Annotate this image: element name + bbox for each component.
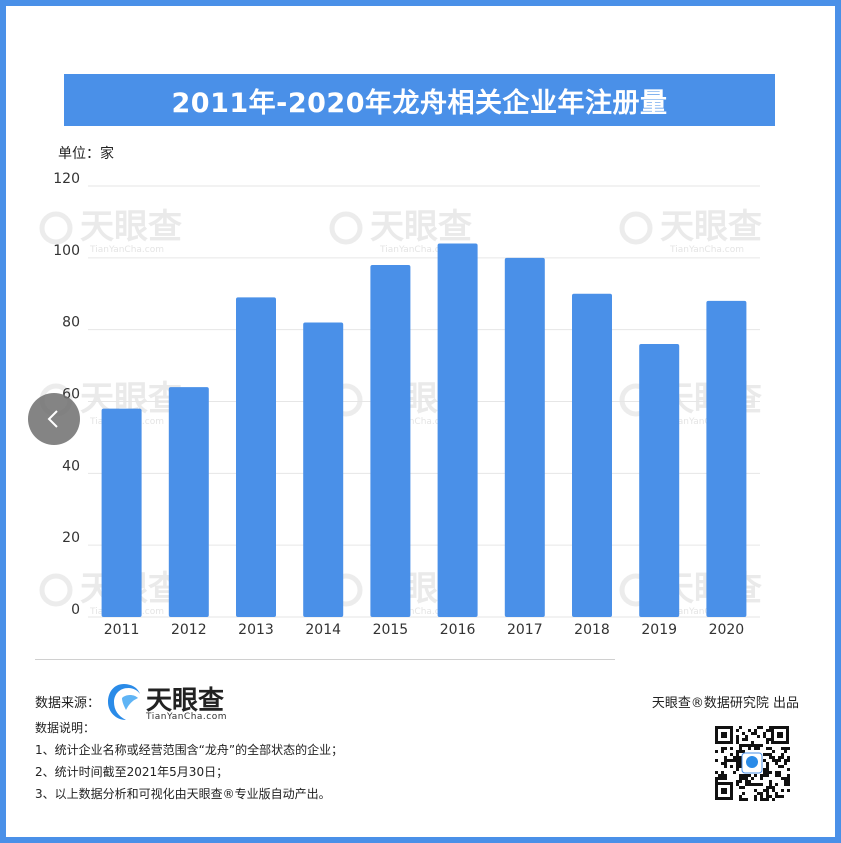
watermark-sub: TianYanCha.com bbox=[669, 245, 744, 255]
note-item: 1、统计企业名称或经营范围含“龙舟”的全部状态的企业； bbox=[35, 743, 344, 757]
tianyancha-logo bbox=[104, 680, 244, 726]
bar-2014 bbox=[303, 322, 344, 617]
bar-2020 bbox=[706, 300, 747, 617]
watermark: 天眼查 bbox=[370, 207, 472, 247]
x-tick-label: 2011 bbox=[104, 622, 140, 638]
bars bbox=[101, 243, 747, 617]
watermark-sub: TianYanCha.com bbox=[379, 245, 454, 255]
x-tick-label: 2015 bbox=[373, 622, 409, 638]
bar-2012 bbox=[168, 387, 209, 617]
y-tick-label: 80 bbox=[62, 315, 80, 331]
data-notes: 数据说明： 1、统计企业名称或经营范围含“龙舟”的全部状态的企业； 2、统计时间… bbox=[35, 717, 343, 805]
qr-code-image bbox=[715, 726, 790, 801]
x-tick-label: 2019 bbox=[641, 622, 677, 638]
watermark-logo-icon bbox=[619, 211, 653, 245]
chevron-left-glyph bbox=[47, 410, 58, 428]
bar-2011 bbox=[101, 408, 142, 617]
bar-2016 bbox=[437, 243, 478, 617]
bar-2018 bbox=[572, 293, 612, 617]
watermark: 天眼查 bbox=[660, 207, 762, 247]
logo-text: 天眼查 bbox=[146, 686, 225, 716]
x-tick-label: 2017 bbox=[507, 622, 543, 638]
note-item: 3、以上数据分析和可视化由天眼查®专业版自动产出。 bbox=[35, 787, 331, 801]
credit-text: 天眼查®数据研究院 出品 bbox=[651, 696, 799, 711]
x-tick-label: 2014 bbox=[305, 622, 341, 638]
x-tick-label: 2018 bbox=[574, 622, 610, 638]
unit-label: 单位：家 bbox=[58, 146, 114, 162]
watermark-logo-icon bbox=[39, 211, 73, 245]
x-tick-label: 2020 bbox=[709, 622, 745, 638]
watermark-sub: TianYanCha.com bbox=[379, 417, 454, 427]
y-tick-label: 0 bbox=[71, 602, 80, 618]
y-tick-label: 120 bbox=[53, 171, 80, 187]
y-tick-label: 40 bbox=[62, 458, 80, 474]
source-label: 数据来源： bbox=[35, 696, 101, 711]
qr-code bbox=[713, 724, 791, 802]
x-tick-label: 2012 bbox=[171, 622, 207, 638]
notes-title: 数据说明： bbox=[35, 721, 96, 735]
chevron-left-icon[interactable] bbox=[28, 393, 80, 445]
y-tick-label: 20 bbox=[62, 530, 80, 546]
watermark: 天眼查 bbox=[80, 207, 182, 247]
bar-2019 bbox=[639, 344, 680, 617]
x-tick-label: 2016 bbox=[440, 622, 476, 638]
logo-mark-icon bbox=[108, 684, 140, 720]
logo-sub: TianYanCha.com bbox=[146, 712, 228, 722]
bar-2013 bbox=[236, 297, 276, 617]
x-tick-label: 2013 bbox=[238, 622, 274, 638]
bar-2015 bbox=[370, 265, 411, 617]
bar-2017 bbox=[504, 257, 545, 617]
footer-divider bbox=[35, 659, 615, 660]
watermark-logo-icon bbox=[39, 573, 73, 607]
y-tick-label: 100 bbox=[53, 243, 80, 259]
x-axis-ticks: 2011 2012 2013 2014 2015 2016 2017 2018 2019 2020 bbox=[104, 622, 744, 638]
note-item: 2、统计时间截至2021年5月30日； bbox=[35, 765, 229, 779]
chart-title: 2011年-2020年龙舟相关企业年注册量 bbox=[64, 74, 775, 126]
watermark-logo-icon bbox=[329, 211, 363, 245]
watermark-sub: TianYanCha.com bbox=[89, 245, 164, 255]
watermark-sub: TianYanCha.com bbox=[379, 607, 454, 617]
